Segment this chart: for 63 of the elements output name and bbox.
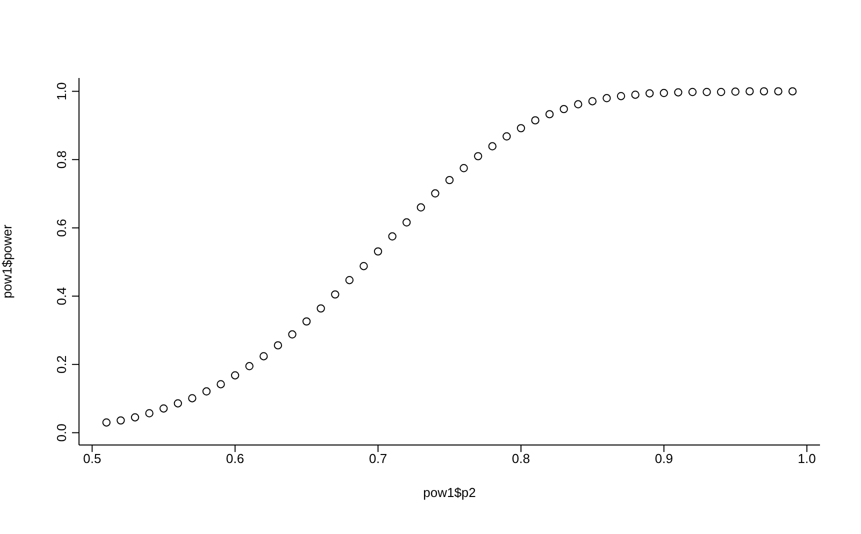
point (602, 94, 611, 102)
x-tick-label: 0.8 (512, 451, 530, 466)
point (288, 330, 296, 338)
x-tick-label: 1.0 (798, 451, 816, 466)
point (274, 341, 282, 350)
point (230, 371, 240, 380)
point (488, 142, 496, 150)
point (216, 380, 225, 388)
point (388, 232, 396, 241)
point (174, 399, 182, 408)
point (731, 88, 740, 96)
y-tick-label: 0.8 (54, 150, 69, 169)
point (302, 317, 311, 326)
point (588, 97, 597, 106)
point (788, 87, 797, 96)
point (374, 247, 382, 256)
point (416, 203, 426, 212)
x-tick-label: 0.5 (83, 451, 102, 466)
point (431, 189, 440, 198)
point (702, 88, 711, 96)
point (574, 100, 582, 108)
point (102, 418, 111, 427)
point (760, 87, 768, 96)
point (130, 413, 140, 422)
y-tick-label: 0.6 (54, 218, 69, 237)
point (674, 88, 682, 96)
point (502, 132, 511, 140)
point (660, 88, 668, 98)
point (145, 409, 154, 418)
point (402, 218, 411, 227)
point (474, 152, 482, 160)
point (116, 416, 125, 425)
x-tick-label: 0.7 (368, 451, 388, 466)
y-tick-label: 0.2 (54, 355, 69, 374)
point (316, 304, 325, 313)
point (188, 394, 196, 402)
point (646, 89, 654, 98)
point (245, 362, 254, 370)
x-tick-label: 0.6 (226, 451, 244, 466)
point (345, 276, 354, 284)
point (616, 92, 626, 100)
point (445, 176, 454, 184)
point (746, 87, 754, 96)
point (688, 88, 697, 96)
y-tick-label: 0.4 (54, 287, 69, 306)
point (160, 404, 168, 413)
y-tick-label: 1.0 (54, 82, 69, 100)
point (531, 116, 540, 124)
x-tick-label: 0.9 (654, 451, 673, 466)
point (774, 87, 782, 96)
point (560, 104, 568, 114)
point (631, 90, 640, 99)
point (460, 164, 468, 172)
point (516, 124, 526, 132)
point (360, 262, 368, 270)
point (331, 290, 340, 299)
x-axis-title: pow1$p2 (423, 485, 476, 500)
y-tick-label: 0.0 (54, 424, 69, 442)
point (545, 110, 554, 118)
y-axis-title: pow1$power (0, 224, 15, 298)
point (202, 387, 211, 396)
point (260, 352, 268, 360)
point (716, 88, 726, 96)
